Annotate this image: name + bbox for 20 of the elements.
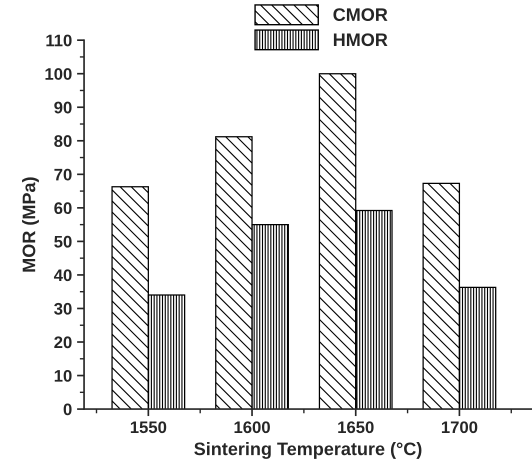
x-tick-label: 1650 [338,421,374,434]
x-tick-label: 1700 [442,421,478,434]
legend-label: CMOR [333,8,388,22]
y-axis-title: MOR (MPa) [22,177,39,272]
y-tick-label: 10 [54,370,72,382]
y-tick-label: 60 [54,202,72,214]
y-tick-label: 70 [54,168,72,181]
legend-label: HMOR [334,33,388,46]
y-tick-label: 20 [54,336,72,348]
x-tick-label: 1550 [130,421,166,434]
y-tick-label: 110 [46,34,72,46]
y-tick-label: 40 [54,269,72,282]
y-tick-label: 0 [64,403,72,416]
x-tick-label: 1600 [234,421,270,434]
y-tick-label: 100 [45,68,72,80]
y-tick-label: 90 [54,102,72,114]
y-tick-label: 50 [54,236,72,248]
y-tick-label: 80 [54,135,72,147]
y-tick-label: 30 [54,302,72,315]
x-axis-title: Sintering Temperature (°C) [194,442,422,459]
